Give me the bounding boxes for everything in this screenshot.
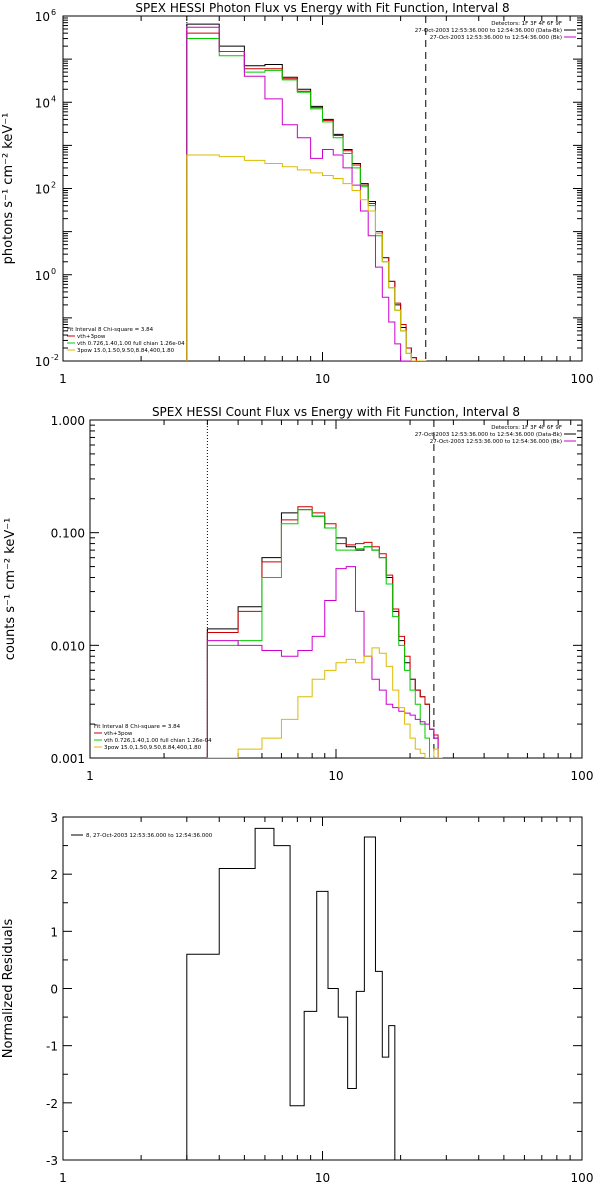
y-tick-label: 0	[50, 983, 58, 997]
legend-bottom-entry: Fit Interval 8 Chi-square = 3.84	[94, 724, 181, 730]
series-line-3	[206, 509, 443, 758]
panel-1: SPEX HESSI Photon Flux vs Energy with Fi…	[1, 1, 593, 386]
series-line-4	[206, 566, 443, 758]
series-line-3	[186, 38, 427, 361]
legend-top-entry: Detectors: 1F 3F 4F 6F 9F	[491, 425, 562, 431]
x-tick-label: 1	[59, 372, 67, 386]
y-tick-exponent: 6	[51, 8, 56, 17]
legend-bottom-entry: 3pow 15.0,1.50,9.50,8.84,400,1.80	[77, 348, 175, 354]
series-line-5	[186, 154, 427, 361]
series-group	[186, 23, 427, 361]
y-tick-label: -3	[46, 1154, 58, 1168]
legend-bottom-entry: vth+3pow	[77, 334, 106, 340]
y-tick-label: -2	[46, 1097, 58, 1111]
y-tick-label: 0.010	[51, 639, 85, 653]
series-line-1	[186, 827, 427, 1160]
legend-top-entry: Detectors: 1F 3F 4F 6F 9F	[491, 21, 562, 27]
y-tick-label: 10	[35, 355, 50, 369]
chart-title: SPEX HESSI Photon Flux vs Energy with Fi…	[135, 1, 509, 15]
series-group	[206, 506, 443, 758]
y-tick-label: 3	[50, 811, 58, 825]
legend-bottom-entry: 3pow 15.0,1.50,9.50,8.84,400,1.80	[104, 745, 202, 751]
x-tick-label: 100	[571, 1171, 594, 1185]
y-tick-exponent: 0	[51, 267, 56, 276]
legend-bottom-entry: vth 0.726,1.40,1.00 full chian 1.26e-04	[77, 341, 185, 347]
x-tick-label: 10	[328, 769, 343, 783]
x-tick-label: 10	[315, 1171, 330, 1185]
y-tick-label: 10	[35, 183, 50, 197]
series-line-2	[186, 32, 427, 361]
y-tick-label: 10	[35, 96, 50, 110]
x-tick-label: 1	[59, 1171, 67, 1185]
y-axis-label: counts s⁻¹ cm⁻² keV⁻¹	[3, 518, 18, 661]
series-line-1	[186, 23, 427, 361]
legend-top-entry: 27-Oct-2003 12:53:36.000 to 12:54:36.000…	[430, 439, 562, 445]
y-tick-label: 0.001	[51, 752, 85, 766]
legend-bottom-entry: vth 0.726,1.40,1.00 full chian 1.26e-04	[104, 738, 212, 744]
y-tick-label: 10	[35, 269, 50, 283]
plot-frame	[62, 15, 583, 362]
x-tick-label: 10	[315, 372, 330, 386]
legend-entry: 8, 27-Oct-2003 12:53:36.000 to 12:54:36.…	[86, 833, 213, 839]
y-axis-label: photons s⁻¹ cm⁻² keV⁻¹	[1, 113, 16, 265]
y-tick-label: 10	[35, 10, 50, 24]
x-tick-label: 100	[571, 372, 594, 386]
y-tick-exponent: 2	[51, 181, 56, 190]
series-group	[186, 827, 427, 1160]
y-tick-label: 1	[50, 925, 58, 939]
legend-top-entry: 27-Oct-2003 12:53:36.000 to 12:54:36.000…	[415, 432, 562, 438]
series-line-5	[206, 647, 443, 758]
y-tick-label: 1.000	[51, 414, 85, 428]
y-tick-label: -1	[46, 1040, 58, 1054]
y-tick-label: 2	[50, 868, 58, 882]
panel-3: 1 10 100 -3 -2 -1 0 1 2 3 Normalized Residuals 8, 2…	[1, 811, 593, 1185]
panel-2: SPEX HESSI Count Flux vs Energy with Fit…	[3, 405, 593, 783]
legend-top-entry: 27-Oct-2003 12:53:36.000 to 12:54:36.000…	[430, 35, 562, 41]
y-tick-label: 0.100	[51, 527, 85, 541]
legend-bottom-entry: vth+3pow	[104, 731, 133, 737]
legend-top-entry: 27-Oct-2003 12:53:36.000 to 12:54:36.000…	[415, 28, 562, 34]
chart-title: SPEX HESSI Count Flux vs Energy with Fit…	[152, 405, 520, 419]
y-tick-exponent: -2	[51, 353, 59, 362]
y-tick-exponent: 4	[51, 94, 56, 103]
x-tick-label: 1	[86, 769, 94, 783]
legend-bottom-entry: Fit Interval 8 Chi-square = 3.84	[67, 327, 154, 333]
y-axis-label: Normalized Residuals	[1, 919, 16, 1059]
x-tick-label: 100	[571, 769, 594, 783]
series-line-4	[186, 26, 427, 361]
plot-frame	[62, 816, 583, 1161]
